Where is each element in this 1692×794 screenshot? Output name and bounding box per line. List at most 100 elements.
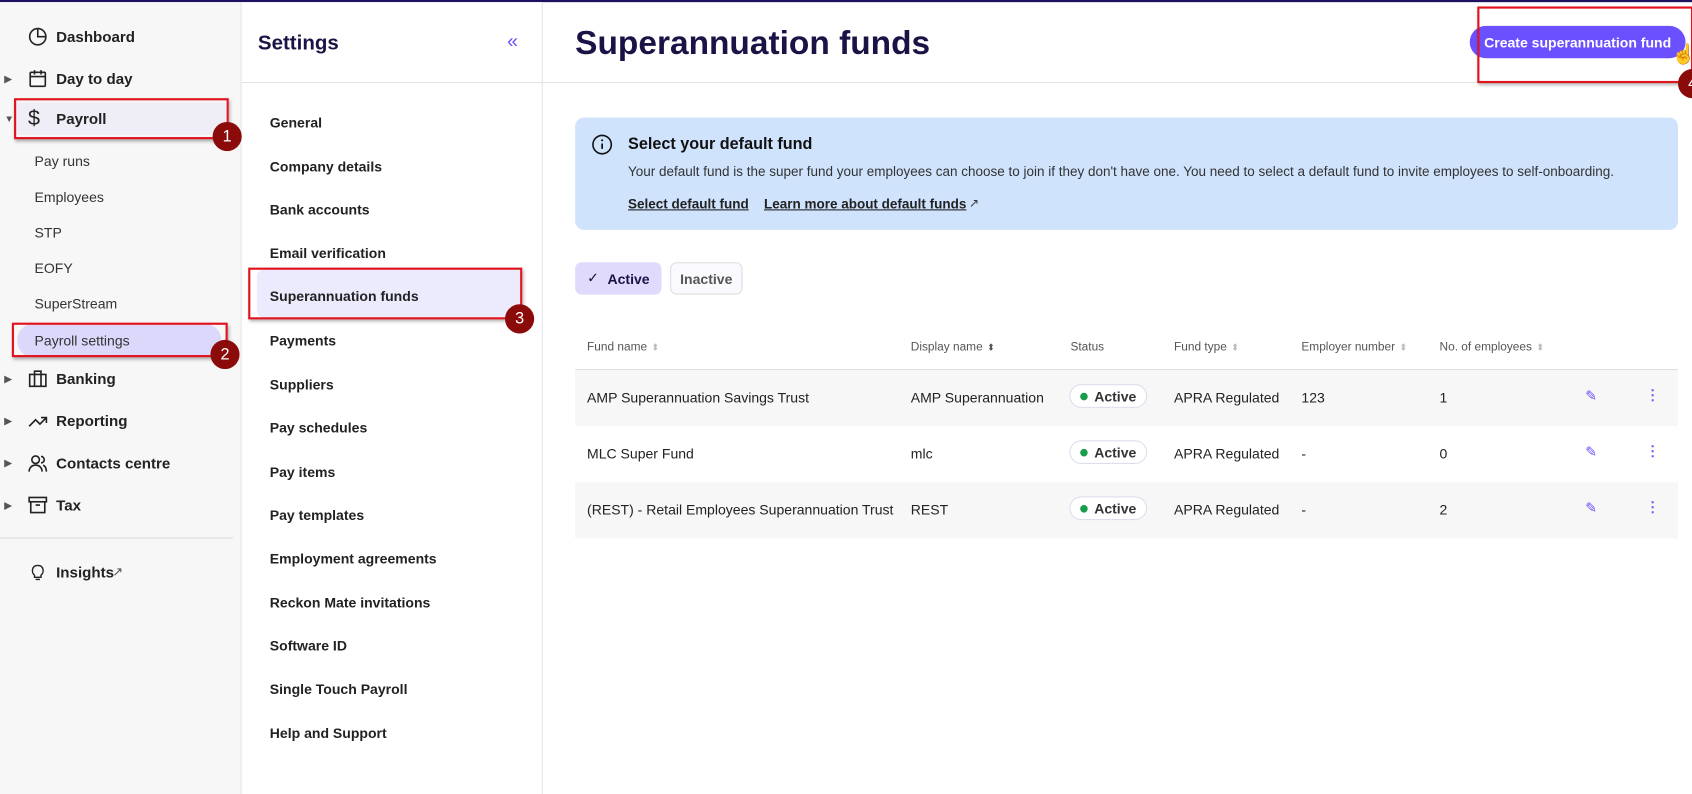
cell-display: AMP Superannuation	[910, 389, 1044, 406]
column-header[interactable]: Fund type ⬍	[1174, 341, 1239, 354]
more-options-icon[interactable]: ⋮	[1645, 442, 1660, 459]
column-header[interactable]: Fund name ⬍	[587, 341, 660, 354]
status-badge: Active	[1069, 440, 1148, 465]
external-link-icon: ↗	[112, 564, 124, 580]
sidebar-sub-superstream[interactable]: SuperStream	[34, 295, 118, 312]
edit-icon[interactable]: ✎	[1585, 387, 1597, 404]
annotation-badge-3: 3	[505, 304, 535, 334]
more-options-icon[interactable]: ⋮	[1645, 498, 1660, 515]
cell-fund: MLC Super Fund	[587, 445, 694, 462]
sidebar-item-reporting[interactable]: ▶ Reporting	[4, 412, 128, 430]
sidebar-item-dashboard[interactable]: Dashboard	[0, 21, 242, 53]
edit-icon[interactable]: ✎	[1585, 499, 1597, 516]
settings-item-software-id[interactable]: Software ID	[269, 637, 347, 654]
settings-item-help-and-support[interactable]: Help and Support	[269, 725, 387, 742]
info-icon	[592, 134, 613, 155]
annotation-box-1	[14, 98, 229, 140]
settings-item-bank-accounts[interactable]: Bank accounts	[269, 201, 370, 218]
cell-display: mlc	[910, 445, 933, 462]
sidebar: Dashboard ▶ Day to day ▼ $ Payroll Pay r…	[0, 2, 242, 794]
external-link-icon: ↗	[969, 197, 979, 211]
people-icon	[28, 455, 48, 472]
hand-cursor-icon: ☝	[1672, 43, 1692, 66]
sort-icon[interactable]: ⬍	[651, 342, 660, 353]
annotation-badge-4: 4	[1678, 69, 1692, 99]
caret-right-icon: ▶	[4, 456, 12, 468]
settings-item-single-touch-payroll[interactable]: Single Touch Payroll	[269, 680, 408, 698]
archive-icon	[28, 496, 48, 514]
cell-type: APRA Regulated	[1174, 501, 1280, 518]
column-header[interactable]: Display name ⬍	[911, 341, 995, 354]
annotation-badge-1: 1	[212, 121, 242, 152]
table-header-divider	[575, 369, 1679, 371]
column-label: Employer number	[1301, 340, 1396, 354]
divider	[542, 82, 1692, 84]
sidebar-sub-employees[interactable]: Employees	[34, 188, 104, 206]
lightbulb-icon	[31, 564, 44, 581]
settings-item-pay-items[interactable]: Pay items	[269, 464, 336, 481]
cell-fund: AMP Superannuation Savings Trust	[587, 389, 810, 406]
table-row[interactable]: MLC Super Fund mlc Active APRA Regulated - 0 ✎…	[575, 426, 1679, 483]
settings-item-suppliers[interactable]: Suppliers	[269, 376, 334, 393]
sort-icon[interactable]: ⬍	[1231, 342, 1240, 353]
sidebar-sub-payroll-settings[interactable]: Payroll settings	[34, 332, 130, 349]
sort-icon[interactable]: ⬍	[1536, 342, 1545, 353]
cell-fund: (REST) - Retail Employees Superannuation…	[587, 501, 894, 518]
learn-more-default-funds-link[interactable]: Learn more about default funds	[764, 196, 967, 212]
sidebar-sub-pay-runs[interactable]: Pay runs	[34, 153, 90, 170]
settings-item-pay-schedules[interactable]: Pay schedules	[269, 419, 368, 436]
caret-right-icon: ▶	[4, 72, 12, 84]
edit-icon[interactable]: ✎	[1585, 443, 1597, 460]
table-row[interactable]: (REST) - Retail Employees Superannuation…	[575, 482, 1679, 539]
column-label: No. of employees	[1439, 340, 1532, 354]
annotation-box-2	[11, 322, 228, 358]
sidebar-sub-stp[interactable]: STP	[34, 224, 62, 241]
collapse-icon[interactable]: «	[507, 30, 518, 52]
settings-item-superannuation-funds[interactable]: Superannuation funds	[269, 288, 419, 305]
settings-item-email-verification[interactable]: Email verification	[269, 244, 386, 262]
column-header[interactable]: No. of employees ⬍	[1440, 341, 1545, 354]
sidebar-item-banking[interactable]: ▶ Banking	[4, 370, 116, 388]
calendar-icon	[29, 70, 47, 88]
divider	[0, 537, 234, 539]
column-header: Status	[1070, 341, 1104, 354]
sort-icon[interactable]: ⬍	[1399, 342, 1408, 353]
caret-right-icon: ▶	[4, 372, 12, 384]
page-title: Superannuation funds	[575, 23, 931, 62]
trend-icon	[28, 416, 48, 427]
sidebar-item-contacts-centre[interactable]: ▶ Contacts centre	[4, 454, 171, 472]
sidebar-item-payroll[interactable]: ▼ $ Payroll	[4, 102, 227, 135]
settings-item-payments[interactable]: Payments	[269, 332, 337, 349]
settings-item-company-details[interactable]: Company details	[269, 158, 383, 175]
settings-item-pay-templates[interactable]: Pay templates	[269, 507, 365, 524]
create-superannuation-fund-button[interactable]: Create superannuation fund	[1469, 25, 1686, 59]
table-row[interactable]: AMP Superannuation Savings Trust AMP Supe…	[575, 370, 1679, 427]
cell-type: APRA Regulated	[1174, 445, 1280, 462]
sidebar-sub-eofy[interactable]: EOFY	[34, 260, 73, 277]
sidebar-item-insights[interactable]: Insights ↗	[0, 556, 242, 588]
column-label: Fund type	[1174, 340, 1227, 354]
selected-highlight	[256, 269, 521, 318]
briefcase-icon	[28, 370, 47, 388]
top-bar	[0, 0, 1692, 3]
column-header[interactable]: Employer number ⬍	[1301, 341, 1407, 354]
pie-chart-icon	[28, 27, 47, 46]
filter-inactive-chip[interactable]: Inactive	[670, 262, 743, 295]
sidebar-item-tax[interactable]: ▶ Tax	[4, 496, 82, 514]
cell-employees: 1	[1439, 389, 1448, 406]
select-default-fund-link[interactable]: Select default fund	[628, 196, 749, 212]
annotation-box-4	[1477, 6, 1692, 84]
sidebar-item-day-to-day[interactable]: ▶ Day to day	[4, 70, 133, 88]
column-label: Fund name	[587, 340, 648, 354]
status-badge: Active	[1069, 496, 1148, 521]
caret-down-icon: ▼	[4, 113, 14, 125]
cell-employer: -	[1301, 501, 1307, 518]
more-options-icon[interactable]: ⋮	[1645, 386, 1660, 403]
settings-item-general[interactable]: General	[269, 114, 323, 131]
sort-icon[interactable]: ⬍	[986, 342, 996, 353]
filter-active-chip[interactable]: ✓ Active	[575, 262, 662, 295]
settings-item-employment-agreements[interactable]: Employment agreements	[269, 550, 437, 567]
cell-display: REST	[910, 501, 949, 518]
settings-item-reckon-mate-invitations[interactable]: Reckon Mate invitations	[269, 594, 431, 611]
dollar-icon: $	[28, 106, 41, 131]
